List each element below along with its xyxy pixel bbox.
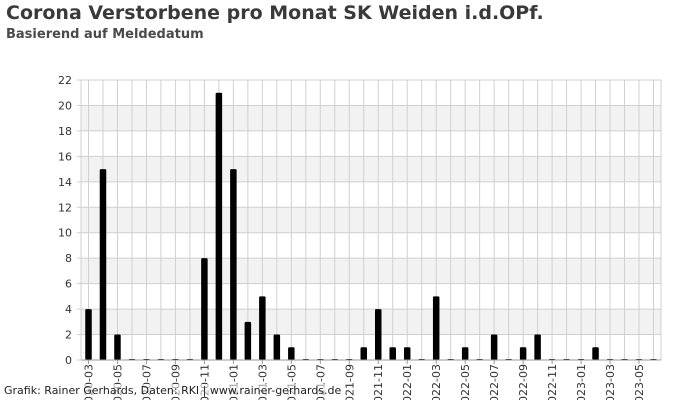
bar bbox=[259, 296, 266, 360]
grid-bands bbox=[81, 105, 661, 335]
bar bbox=[244, 321, 252, 360]
y-tick-label: 14 bbox=[58, 176, 72, 189]
y-tick-label: 4 bbox=[65, 303, 72, 316]
bar bbox=[592, 347, 599, 360]
grid-band bbox=[81, 258, 661, 284]
x-tick-label: 2023-01 bbox=[575, 364, 588, 400]
bar bbox=[215, 92, 223, 361]
x-tick-label: 2022-07 bbox=[488, 364, 501, 400]
grid-band bbox=[81, 309, 661, 335]
x-tick-label: 2022-05 bbox=[459, 364, 472, 400]
bar bbox=[85, 309, 92, 360]
y-tick-label: 10 bbox=[58, 227, 72, 240]
bar bbox=[360, 347, 368, 360]
chart-subtitle: Basierend auf Meldedatum bbox=[6, 27, 204, 42]
x-tick-label: 2022-03 bbox=[430, 364, 443, 400]
bar bbox=[389, 347, 396, 360]
y-tick-label: 8 bbox=[65, 252, 72, 265]
x-tick-label: 2022-09 bbox=[517, 364, 530, 400]
bar-series bbox=[85, 92, 657, 361]
bar bbox=[490, 334, 498, 360]
y-tick-label: 2 bbox=[65, 329, 72, 342]
x-tick-label: 2021-09 bbox=[343, 364, 356, 400]
y-tick-label: 20 bbox=[58, 99, 72, 112]
x-tick-label: 2021-11 bbox=[372, 364, 385, 400]
bar bbox=[519, 347, 527, 360]
x-tick-label: 2023-03 bbox=[604, 364, 617, 400]
y-tick-label: 22 bbox=[58, 74, 72, 87]
y-tick-label: 12 bbox=[58, 201, 72, 214]
bar bbox=[273, 334, 281, 360]
bar bbox=[374, 309, 382, 360]
grid-band bbox=[81, 156, 661, 182]
chart-title: Corona Verstorbene pro Monat SK Weiden i… bbox=[6, 2, 544, 24]
x-tick-label: 2023-05 bbox=[633, 364, 646, 400]
y-axis-ticks: 0 2 4 6 8 10 12 14 16 18 20 22 bbox=[58, 74, 72, 367]
grid-band bbox=[81, 105, 661, 131]
grid-band bbox=[81, 207, 661, 233]
bar bbox=[114, 334, 121, 360]
bar bbox=[461, 347, 469, 360]
bar bbox=[288, 347, 295, 360]
bar bbox=[534, 334, 541, 360]
x-tick-label: 2022-01 bbox=[401, 364, 414, 400]
bar bbox=[432, 296, 440, 360]
bar bbox=[201, 258, 208, 360]
y-tick-label: 18 bbox=[58, 125, 72, 138]
y-tick-label: 0 bbox=[65, 354, 72, 367]
bar bbox=[230, 169, 237, 360]
bar bbox=[99, 169, 107, 360]
y-tick-label: 16 bbox=[58, 150, 72, 163]
x-tick-label: 2022-11 bbox=[546, 364, 559, 400]
source-credit: Grafik: Rainer Gerhards, Daten: RKI | ww… bbox=[4, 384, 342, 397]
bar bbox=[403, 347, 411, 360]
y-tick-label: 6 bbox=[65, 278, 72, 291]
